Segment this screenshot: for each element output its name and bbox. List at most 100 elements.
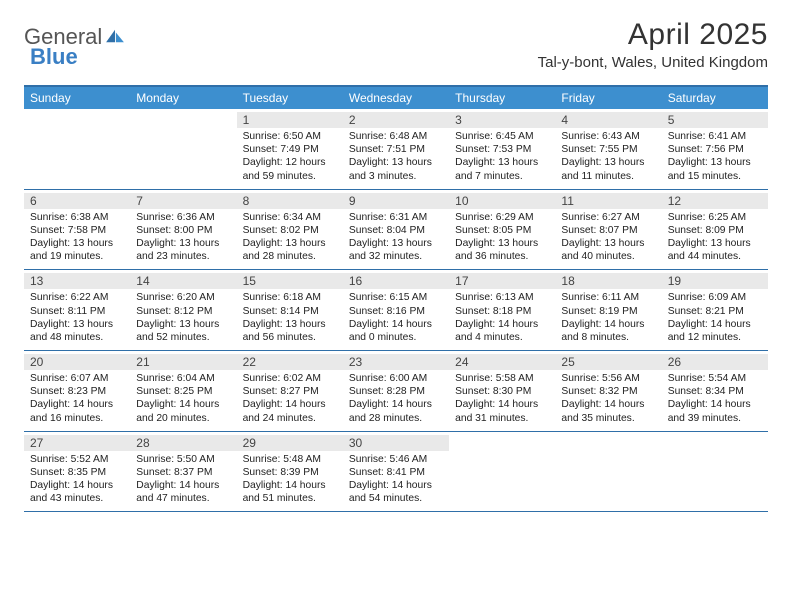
week-row: 20 Sunrise: 6:07 AMSunset: 8:23 PM Dayligh…: [24, 351, 768, 432]
week-row: 1Sunrise: 6:50 AMSunset: 7:49 PMDaylight…: [24, 109, 768, 190]
day-number: 16: [349, 274, 443, 288]
day-number: 3: [455, 113, 549, 127]
weekday-monday: Monday: [130, 87, 236, 109]
day-number-row: 1: [237, 112, 343, 128]
day-number-row: 24: [449, 354, 555, 370]
daylight-text-1: Daylight: 13 hours: [136, 318, 230, 331]
sunrise-text: Sunrise: 6:07 AM: [30, 372, 124, 385]
daylight-text-2: and 47 minutes.: [136, 492, 230, 505]
sunrise-text: Sunrise: 6:11 AM: [561, 291, 655, 304]
sunset-text: Sunset: 8:09 PM: [668, 224, 762, 237]
day-number-row: 4: [555, 112, 661, 128]
sunrise-text: Sunrise: 5:50 AM: [136, 453, 230, 466]
day-number: 18: [561, 274, 655, 288]
daylight-text-1: Daylight: 14 hours: [136, 479, 230, 492]
week-row: 13Sunrise: 6:22 AMSunset: 8:11 PMDayligh…: [24, 270, 768, 351]
day-number: 9: [349, 194, 443, 208]
sunrise-text: Sunrise: 5:54 AM: [668, 372, 762, 385]
day-number-row: 17: [449, 273, 555, 289]
location: Tal-y-bont, Wales, United Kingdom: [538, 54, 768, 71]
daylight-text-1: Daylight: 14 hours: [668, 398, 762, 411]
daylight-text-2: and 52 minutes.: [136, 331, 230, 344]
daylight-text-2: and 8 minutes.: [561, 331, 655, 344]
daylight-text-2: and 20 minutes.: [136, 412, 230, 425]
daylight-text-2: and 43 minutes.: [30, 492, 124, 505]
day-12: 12Sunrise: 6:25 AMSunset: 8:09 PMDayligh…: [662, 190, 768, 270]
day-number: 5: [668, 113, 762, 127]
sunset-text: Sunset: 8:41 PM: [349, 466, 443, 479]
day-number-row: 27: [24, 435, 130, 451]
day-number-row: 22: [237, 354, 343, 370]
day-24: 24Sunrise: 5:58 AMSunset: 8:30 PMDayligh…: [449, 351, 555, 431]
sunset-text: Sunset: 8:39 PM: [243, 466, 337, 479]
day-number: [30, 113, 124, 127]
sunset-text: Sunset: 8:00 PM: [136, 224, 230, 237]
daylight-text-1: Daylight: 14 hours: [349, 318, 443, 331]
week-row: 27Sunrise: 5:52 AMSunset: 8:35 PMDayligh…: [24, 432, 768, 513]
day-17: 17Sunrise: 6:13 AMSunset: 8:18 PMDayligh…: [449, 270, 555, 350]
sunset-text: Sunset: 8:32 PM: [561, 385, 655, 398]
daylight-text-1: Daylight: 14 hours: [243, 479, 337, 492]
day-empty: [24, 109, 130, 189]
daylight-text-1: Daylight: 14 hours: [243, 398, 337, 411]
sunset-text: Sunset: 7:58 PM: [30, 224, 124, 237]
day-empty: [555, 432, 661, 512]
daylight-text-1: Daylight: 13 hours: [455, 156, 549, 169]
daylight-text-1: Daylight: 13 hours: [561, 237, 655, 250]
weeks: 1Sunrise: 6:50 AMSunset: 7:49 PMDaylight…: [24, 109, 768, 512]
sunrise-text: Sunrise: 6:31 AM: [349, 211, 443, 224]
day-6: 6Sunrise: 6:38 AMSunset: 7:58 PMDaylight…: [24, 190, 130, 270]
day-14: 14Sunrise: 6:20 AMSunset: 8:12 PMDayligh…: [130, 270, 236, 350]
daylight-text-2: and 4 minutes.: [455, 331, 549, 344]
month-title: April 2025: [538, 18, 768, 52]
sunrise-text: Sunrise: 5:56 AM: [561, 372, 655, 385]
day-number-row: 21: [130, 354, 236, 370]
day-13: 13Sunrise: 6:22 AMSunset: 8:11 PMDayligh…: [24, 270, 130, 350]
sunrise-text: Sunrise: 6:36 AM: [136, 211, 230, 224]
day-number: 6: [30, 194, 124, 208]
day-number: 20: [30, 355, 124, 369]
daylight-text-2: and 23 minutes.: [136, 250, 230, 263]
sunset-text: Sunset: 8:21 PM: [668, 305, 762, 318]
daylight-text-2: and 32 minutes.: [349, 250, 443, 263]
daylight-text-2: and 39 minutes.: [668, 412, 762, 425]
day-11: 11Sunrise: 6:27 AMSunset: 8:07 PMDayligh…: [555, 190, 661, 270]
day-number: 12: [668, 194, 762, 208]
day-23: 23Sunrise: 6:00 AMSunset: 8:28 PMDayligh…: [343, 351, 449, 431]
sunrise-text: Sunrise: 6:34 AM: [243, 211, 337, 224]
day-number: 27: [30, 436, 124, 450]
day-18: 18 Sunrise: 6:11 AMSunset: 8:19 PMDayligh…: [555, 270, 661, 350]
daylight-text-1: Daylight: 14 hours: [561, 398, 655, 411]
logo-sail-icon: [104, 28, 126, 44]
day-number: 15: [243, 274, 337, 288]
day-number-row: [24, 112, 130, 128]
sunrise-text: Sunrise: 6:25 AM: [668, 211, 762, 224]
day-number: [136, 113, 230, 127]
sunrise-text: Sunrise: 6:18 AM: [243, 291, 337, 304]
sunset-text: Sunset: 8:23 PM: [30, 385, 124, 398]
daylight-text-1: Daylight: 13 hours: [455, 237, 549, 250]
day-number: [455, 436, 549, 450]
day-number-row: 10: [449, 193, 555, 209]
sunset-text: Sunset: 8:12 PM: [136, 305, 230, 318]
day-number: 13: [30, 274, 124, 288]
logo-text-2: Blue: [30, 44, 78, 69]
day-number-row: 8: [237, 193, 343, 209]
daylight-text-2: and 11 minutes.: [561, 170, 655, 183]
sunrise-text: Sunrise: 6:27 AM: [561, 211, 655, 224]
sunset-text: Sunset: 8:19 PM: [561, 305, 655, 318]
daylight-text-1: Daylight: 14 hours: [561, 318, 655, 331]
sunset-text: Sunset: 8:14 PM: [243, 305, 337, 318]
daylight-text-2: and 0 minutes.: [349, 331, 443, 344]
day-16: 16Sunrise: 6:15 AMSunset: 8:16 PMDayligh…: [343, 270, 449, 350]
day-number: 14: [136, 274, 230, 288]
daylight-text-2: and 44 minutes.: [668, 250, 762, 263]
daylight-text-1: Daylight: 14 hours: [455, 398, 549, 411]
day-number: [668, 436, 762, 450]
sunset-text: Sunset: 7:55 PM: [561, 143, 655, 156]
sunrise-text: Sunrise: 6:02 AM: [243, 372, 337, 385]
day-number-row: 12: [662, 193, 768, 209]
daylight-text-2: and 19 minutes.: [30, 250, 124, 263]
day-number: 24: [455, 355, 549, 369]
sunset-text: Sunset: 7:49 PM: [243, 143, 337, 156]
